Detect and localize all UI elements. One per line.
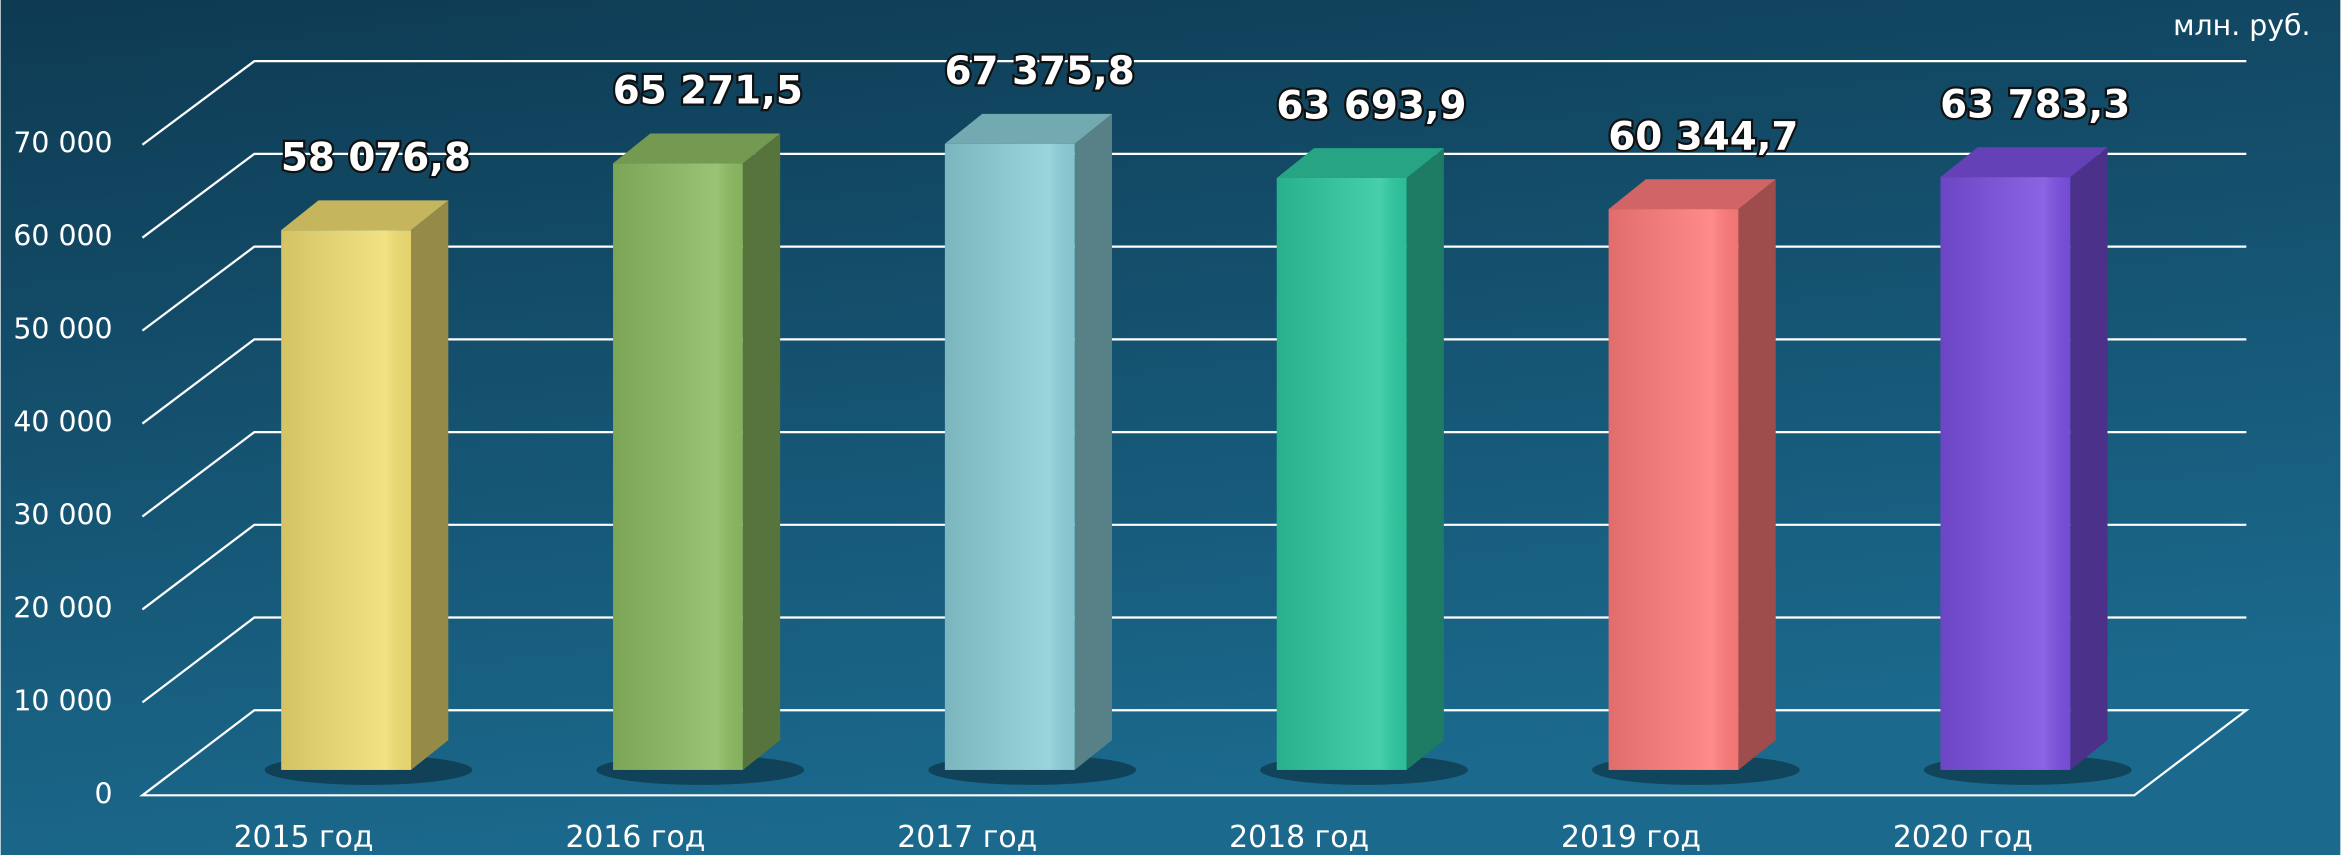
bar-side [1074,113,1113,770]
grid-line [141,152,2247,239]
floor [139,709,2250,797]
bar-shine [1276,177,1407,770]
grid-line [141,616,2247,704]
bar-shine [1608,209,1739,770]
x-tick-label: 2015 год [234,820,374,855]
bar-side [410,200,449,770]
y-tick-label: 50 000 [13,313,112,346]
value-label: 65 271,5 [613,69,803,114]
bar-shine [613,163,743,770]
bar-top [281,200,449,231]
value-label: 67 375,8 [945,49,1135,94]
y-tick-label: 30 000 [13,498,112,531]
x-tick-label: 2016 год [565,820,705,855]
bar-shine [944,143,1075,770]
x-tick-label: 2018 год [1229,820,1369,855]
bar-top [1608,179,1776,210]
bar-shine [1940,177,2071,770]
y-tick-label: 0 [95,777,113,810]
value-label: 63 783,3 [1940,83,2130,128]
bar-top [944,113,1113,144]
bar-shine [281,230,411,770]
bar-top [1276,148,1444,178]
value-label: 60 344,7 [1608,114,1798,159]
y-tick-label: 10 000 [13,684,112,717]
value-label: 58 076,8 [281,136,471,181]
grid-line [141,245,2247,332]
bar-side [1406,148,1444,770]
y-tick-label: 60 000 [13,220,112,253]
x-tick-label: 2019 год [1561,820,1701,855]
x-tick-label: 2017 год [897,820,1037,855]
bar-top [1940,147,2108,178]
bar-top [613,133,781,164]
grid-line [141,430,2247,518]
grid-line [141,338,2247,425]
unit-label: млн. руб. [2173,9,2310,42]
bar-side [1738,179,1776,770]
y-tick-label: 40 000 [13,406,112,439]
y-tick-label: 70 000 [13,127,112,160]
value-label: 63 693,9 [1276,83,1466,128]
grid-line [141,523,2247,611]
bar-side [2070,147,2108,770]
y-tick-label: 20 000 [13,591,112,624]
bar-side [742,133,781,770]
grid-line [141,60,2247,146]
x-tick-label: 2020 год [1893,820,2033,855]
